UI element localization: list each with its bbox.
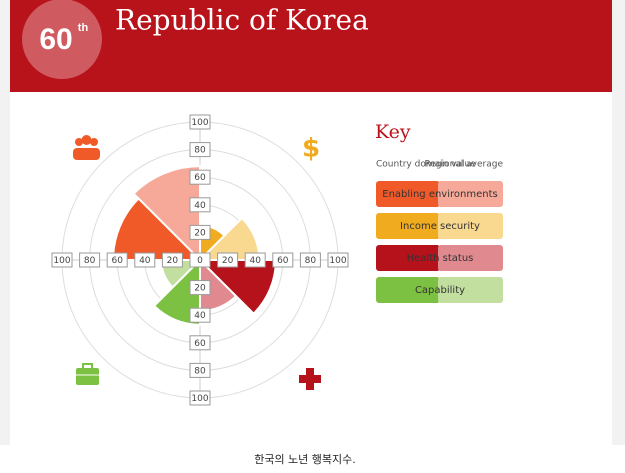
key-title: Key (375, 121, 411, 143)
key-country (376, 245, 440, 271)
legend-label: Enabling environments (382, 189, 497, 200)
rank-suffix: th (78, 22, 89, 34)
tick-label: 100 (53, 256, 70, 266)
tick-label: 20 (222, 256, 234, 266)
tick-label: 40 (249, 256, 261, 266)
tick-box (299, 252, 321, 268)
tick-label: 20 (167, 256, 179, 266)
key-regional (438, 277, 503, 303)
legend-label: Income security (400, 221, 480, 232)
tick-box (189, 362, 211, 378)
tick-label: 80 (194, 366, 206, 376)
tick-box (79, 252, 101, 268)
regional-wedge (132, 165, 201, 263)
tick-label: 60 (111, 256, 123, 266)
tick-box (189, 224, 211, 240)
tick-label: 100 (191, 394, 208, 404)
people-icon (73, 135, 100, 160)
tick-label: 40 (194, 311, 206, 321)
key-country (376, 277, 440, 303)
dollar-icon: $ (302, 134, 320, 164)
tick-label: 40 (194, 201, 206, 211)
tick-box (189, 114, 211, 130)
key-regional (438, 181, 503, 207)
tick-label: 60 (277, 256, 289, 266)
tick-label: 60 (194, 173, 206, 183)
tick-box (217, 252, 239, 268)
tick-box (189, 307, 211, 323)
key-country (376, 181, 440, 207)
tick-label: 20 (194, 284, 206, 294)
tick-box (272, 252, 294, 268)
tick-box (189, 197, 211, 213)
tick-label: 100 (329, 256, 346, 266)
caption: 한국의 노년 행복지수. (254, 453, 356, 466)
tick-box (51, 252, 73, 268)
briefcase-icon (76, 363, 99, 385)
legend-label: Health status (407, 253, 474, 264)
tick-box (189, 252, 211, 268)
tick-label: 80 (84, 256, 96, 266)
legend-label: Capability (415, 285, 465, 296)
tick-label: 80 (305, 256, 317, 266)
tick-label: 60 (194, 339, 206, 349)
tick-box (189, 335, 211, 351)
rank: 60 (39, 23, 72, 56)
tick-label: 40 (139, 256, 151, 266)
tick-box (189, 280, 211, 296)
header (10, 0, 612, 92)
tick-label: 80 (194, 146, 206, 156)
tick-box (327, 252, 349, 268)
key-country (376, 213, 440, 239)
key-header: Regional average (424, 160, 503, 170)
tick-box (189, 169, 211, 185)
tick-box (244, 252, 266, 268)
tick-box (106, 252, 128, 268)
tick-box (161, 252, 183, 268)
tick-label: 100 (191, 118, 208, 128)
tick-box (189, 390, 211, 406)
tick-label: 20 (194, 228, 206, 238)
cross-icon (299, 368, 321, 390)
key-header: Country domain value (376, 160, 476, 170)
chart-title: Republic of Korea (115, 4, 369, 37)
key-regional (438, 213, 503, 239)
key-regional (438, 245, 503, 271)
rank-badge (22, 0, 102, 79)
tick-box (134, 252, 156, 268)
country-wedge (152, 257, 201, 326)
tick-label: 0 (197, 256, 203, 266)
tick-box (189, 142, 211, 158)
